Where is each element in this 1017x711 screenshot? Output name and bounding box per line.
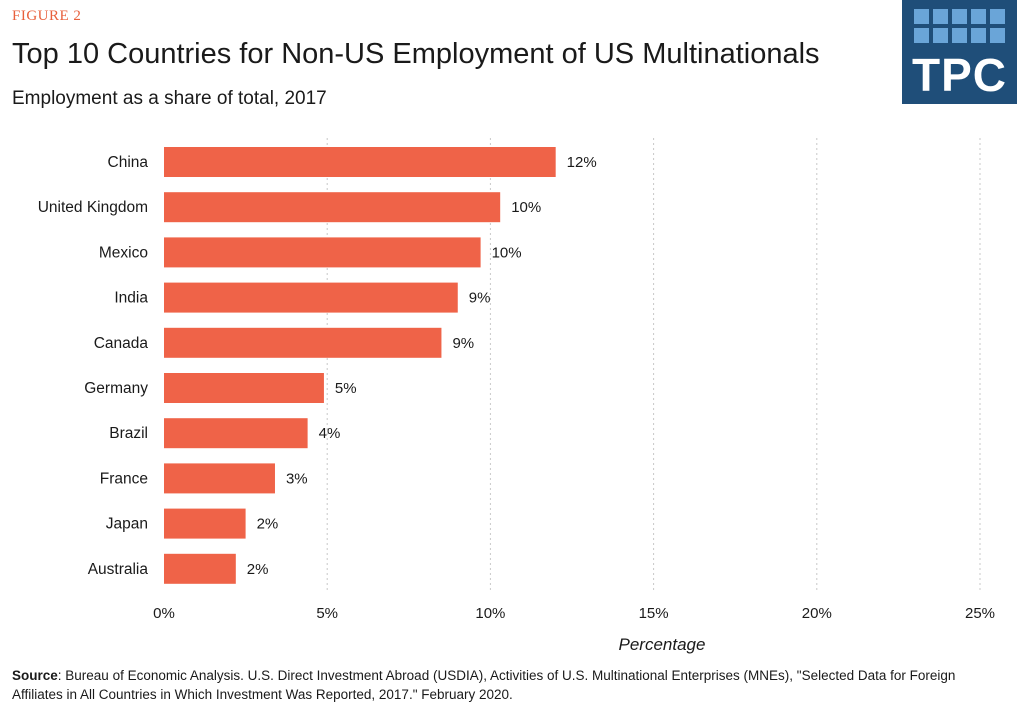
chart-title: Top 10 Countries for Non-US Employment o… (12, 38, 820, 70)
data-label: 10% (492, 244, 522, 261)
x-tick-label: 20% (802, 605, 832, 622)
x-axis-title: Percentage (619, 635, 706, 654)
data-label: 5% (335, 380, 357, 397)
category-label: United Kingdom (38, 199, 148, 216)
category-label: Canada (94, 335, 149, 352)
logo-text: TPC (912, 49, 1007, 101)
bar (164, 192, 501, 223)
bar (164, 373, 324, 403)
source-text: : Bureau of Economic Analysis. U.S. Dire… (12, 668, 956, 702)
bar-chart: 0% 5% 10% 15% 20% 25% China 12% United Kingdom 10… (38, 138, 995, 654)
category-label: Japan (106, 516, 148, 533)
labels: 0% 5% 10% 15% 20% 25% China 12% United Kingdom 10… (38, 154, 995, 622)
category-label: Mexico (99, 244, 148, 261)
category-label: Germany (84, 380, 148, 397)
category-label: China (108, 154, 149, 171)
bars (164, 147, 556, 584)
bar (164, 508, 246, 539)
category-label: India (114, 290, 148, 307)
x-tick-label: 5% (316, 605, 338, 622)
bar (164, 282, 458, 313)
source-label: Source (12, 668, 58, 683)
category-label: Australia (88, 561, 149, 578)
x-tick-label: 0% (153, 605, 175, 622)
data-label: 2% (247, 561, 269, 578)
data-label: 10% (511, 199, 541, 216)
data-label: 2% (257, 516, 279, 533)
bar (164, 553, 236, 584)
logo-grid-icon (914, 9, 1005, 43)
bar (164, 418, 308, 449)
x-tick-label: 25% (965, 605, 995, 622)
bar (164, 327, 442, 358)
bar (164, 147, 556, 177)
bar (164, 237, 481, 268)
category-label: Brazil (109, 425, 148, 442)
figure-label: FIGURE 2 (12, 8, 82, 24)
x-tick-label: 10% (475, 605, 505, 622)
source-note: Source: Bureau of Economic Analysis. U.S… (12, 666, 1007, 704)
tpc-logo: TPC (902, 0, 1017, 104)
data-label: 3% (286, 470, 308, 487)
category-label: France (100, 470, 148, 487)
chart-subtitle: Employment as a share of total, 2017 (12, 88, 327, 109)
bar (164, 463, 275, 494)
data-label: 9% (469, 290, 491, 307)
data-label: 9% (452, 335, 474, 352)
x-tick-label: 15% (639, 605, 669, 622)
data-label: 12% (567, 154, 597, 171)
data-label: 4% (319, 425, 341, 442)
